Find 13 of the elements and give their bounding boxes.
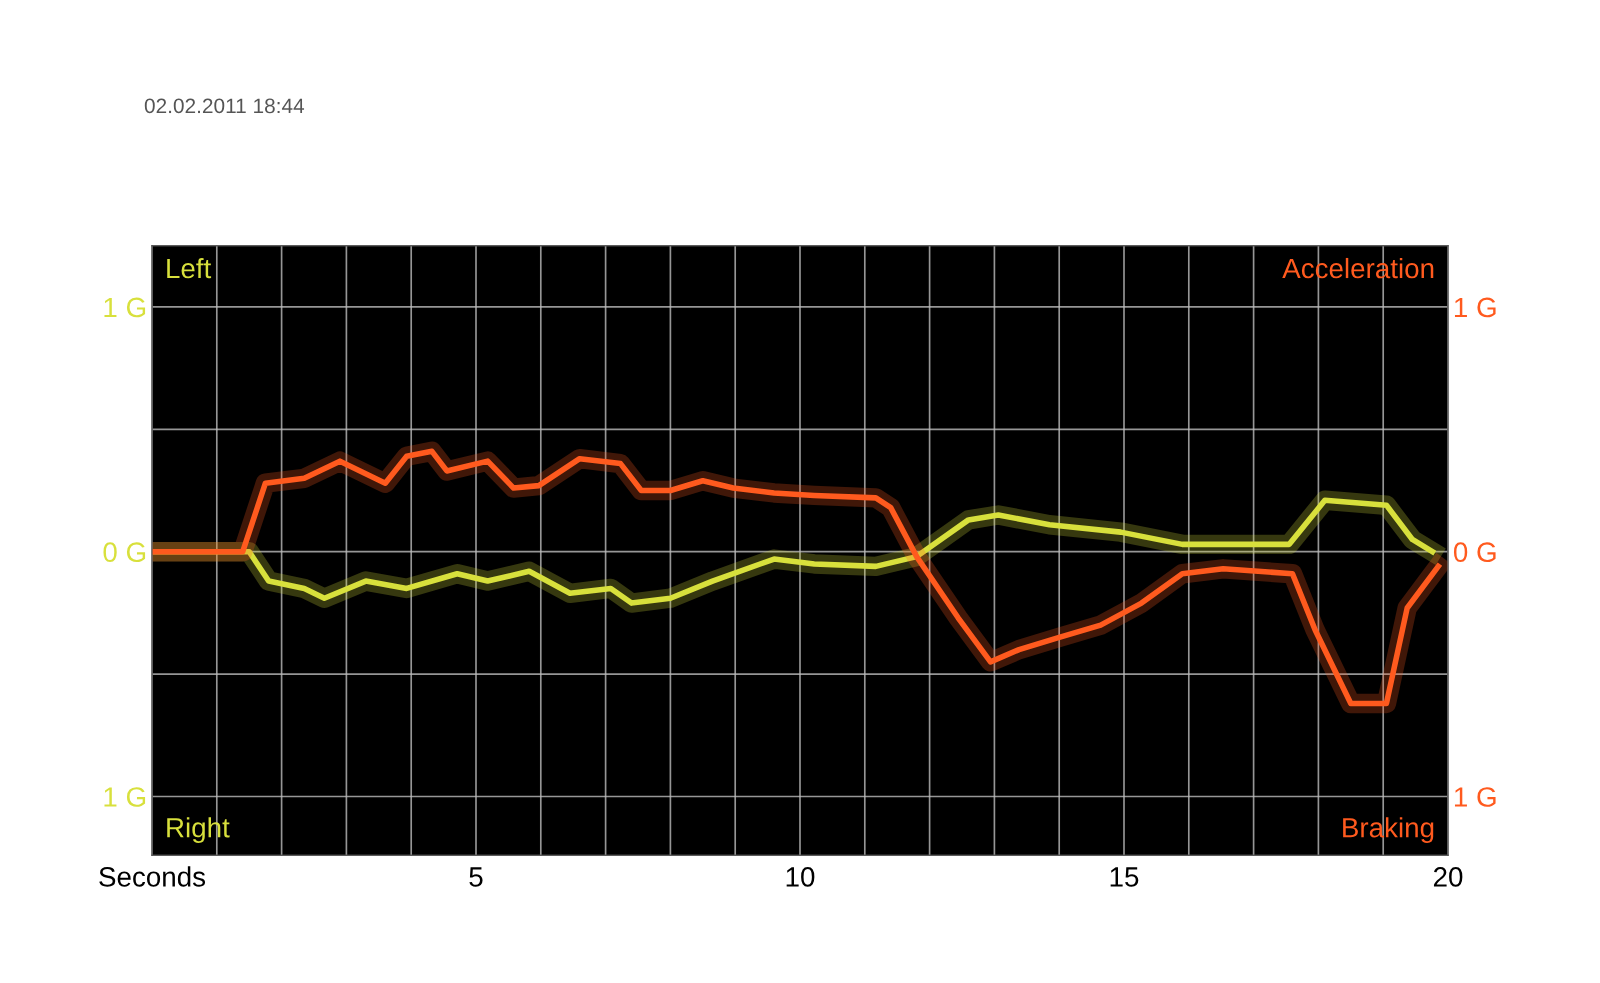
x-tick-label: 20	[1433, 867, 1463, 887]
x-tick-label: 5	[469, 867, 483, 887]
y2-tick-label: 1 G	[1454, 787, 1496, 807]
y-tick-label: 0 G	[103, 542, 146, 563]
x-tick-label: 10	[786, 867, 815, 887]
x-tick-label: 15	[1110, 867, 1139, 887]
y2-tick-label: 0 G	[1453, 542, 1496, 563]
y-tick-label: 1 G	[104, 297, 146, 318]
x-tick-label: Seconds	[99, 866, 206, 887]
y-tick-label: 1 G	[104, 787, 146, 807]
annotation: Left	[167, 257, 212, 279]
y2-tick-label: 1 G	[1454, 297, 1496, 318]
chart-subtitle: 02.02.2011 18:44	[144, 98, 305, 114]
